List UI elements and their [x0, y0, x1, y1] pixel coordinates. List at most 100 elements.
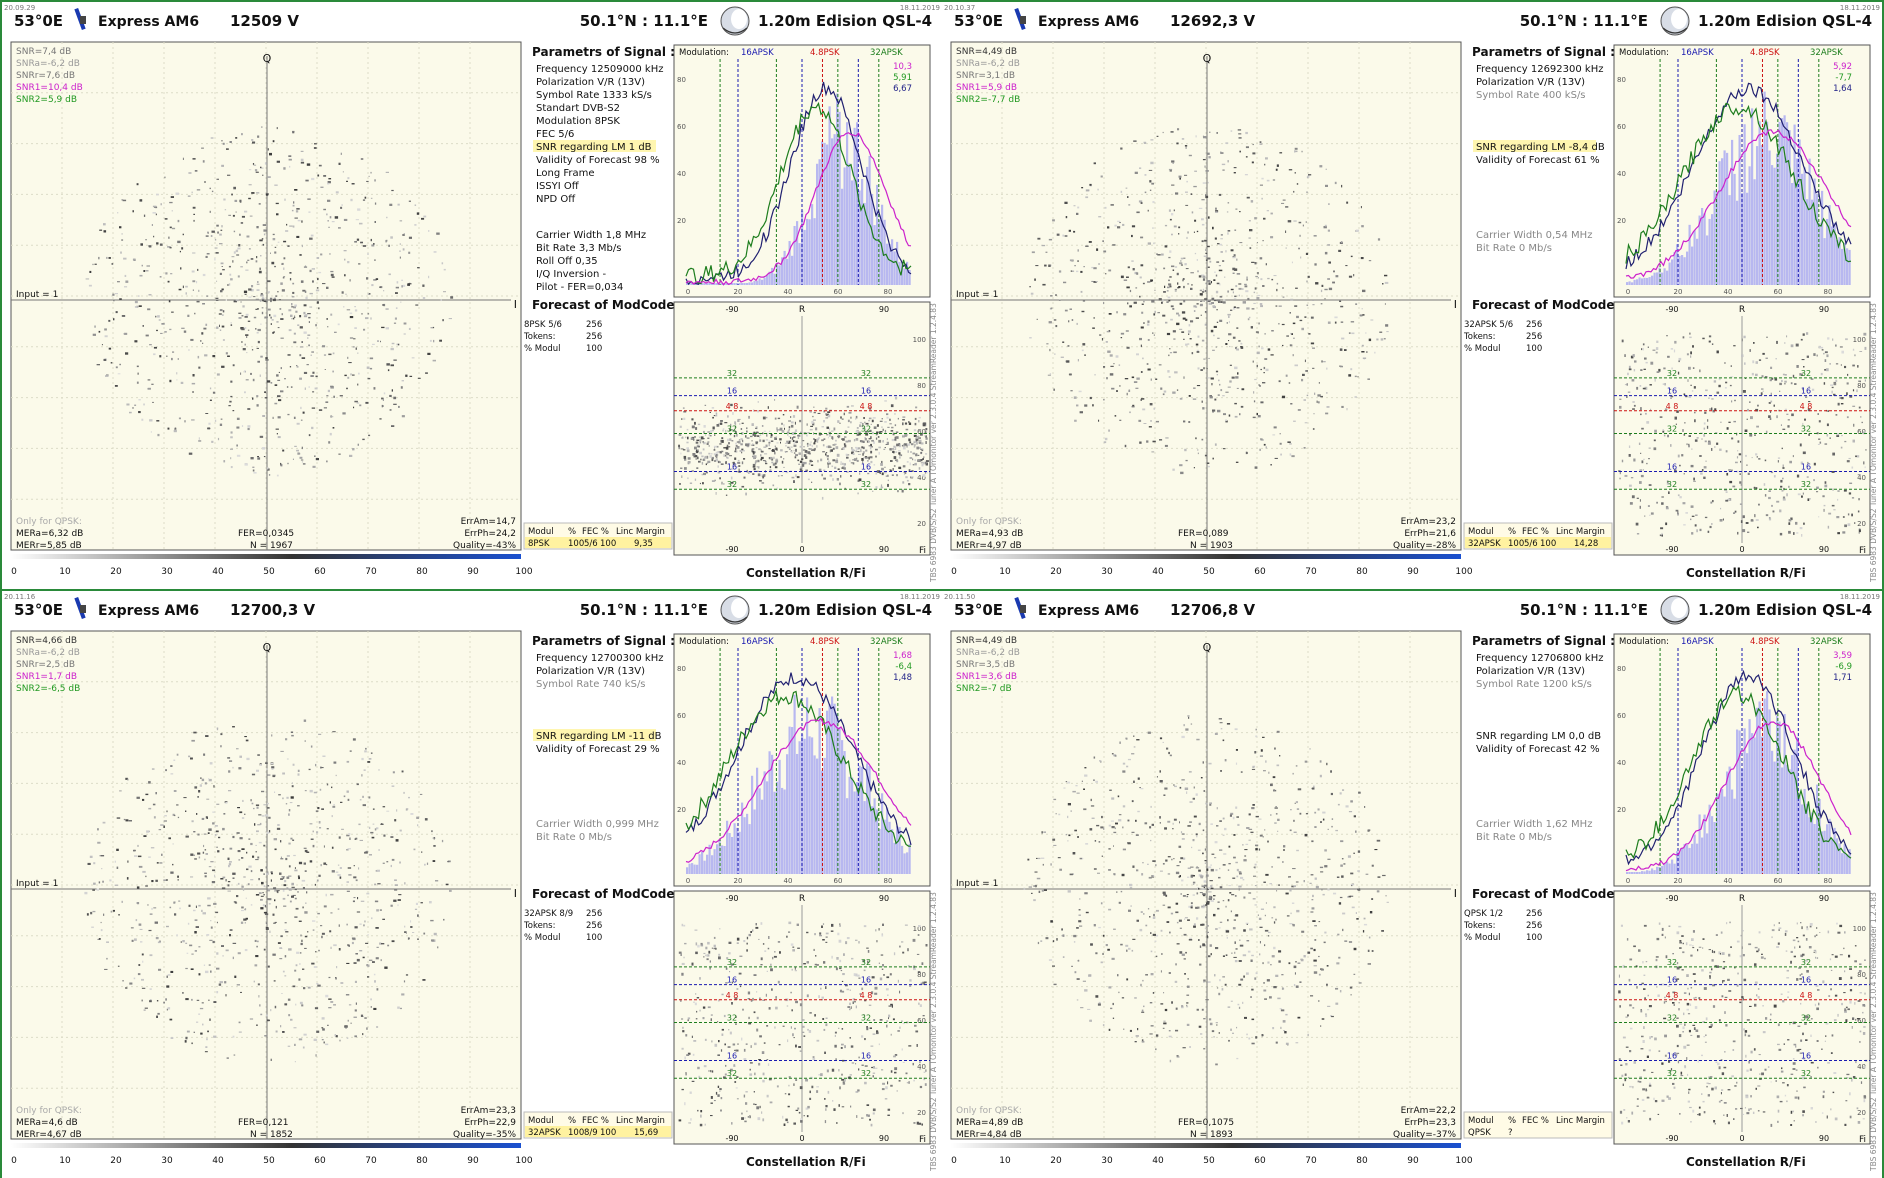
rfi-point	[1793, 532, 1795, 535]
constellation-point	[367, 252, 369, 255]
rfi-point	[751, 440, 753, 442]
constellation-point	[354, 926, 358, 929]
constellation-point	[1280, 453, 1282, 456]
histogram-bar	[906, 261, 909, 285]
constellation-point	[304, 790, 307, 792]
constellation-point	[1261, 347, 1264, 350]
constellation-point	[1076, 270, 1079, 273]
constellation-point	[257, 360, 260, 363]
constellation-point	[1303, 447, 1306, 449]
constellation-point	[321, 932, 325, 935]
rfi-point	[1628, 454, 1631, 457]
constellation-point	[1069, 259, 1073, 262]
constellation-point	[256, 332, 259, 334]
constellation-point	[194, 858, 197, 860]
mer-a-value: MERa=6,32 dB	[16, 529, 83, 539]
rfi-point	[1804, 418, 1806, 421]
histogram-bar	[1793, 124, 1796, 285]
rfi-point	[1788, 530, 1791, 534]
histogram-bar	[808, 736, 811, 874]
constellation-point	[292, 894, 296, 896]
rfi-point	[1818, 345, 1821, 349]
constellation-point	[220, 745, 222, 748]
histogram-bar	[763, 771, 766, 874]
rfi-point	[1817, 413, 1819, 415]
constellation-point	[129, 411, 132, 414]
constellation-point	[302, 411, 305, 414]
histogram-bar	[843, 751, 846, 874]
constellation-point	[354, 1035, 357, 1038]
constellation-point	[1200, 300, 1203, 302]
rfi-point	[735, 433, 738, 437]
constellation-point	[377, 883, 381, 885]
constellation-point	[255, 844, 257, 846]
rfi-y-label: 40	[1857, 474, 1866, 482]
constellation-point	[221, 325, 225, 328]
constellation-point	[1259, 141, 1262, 143]
constellation-point	[199, 1007, 204, 1010]
constellation-point	[227, 884, 230, 887]
constellation-point	[1196, 385, 1201, 387]
constellation-point	[1357, 376, 1359, 378]
constellation-point	[1046, 343, 1049, 345]
constellation-point	[1292, 322, 1296, 325]
constellation-point	[1188, 154, 1192, 157]
constellation-point	[1259, 184, 1263, 186]
constellation-point	[1246, 196, 1250, 199]
constellation-point	[388, 244, 390, 247]
constellation-point	[84, 891, 88, 895]
constellation-point	[1178, 226, 1181, 229]
rfi-point	[1856, 389, 1858, 393]
constellation-point	[1089, 183, 1092, 186]
constellation-point	[164, 815, 167, 817]
rfi-point	[790, 450, 793, 452]
table-header: Linc Margin	[616, 527, 665, 537]
constellation-point	[374, 900, 379, 903]
constellation-point	[370, 171, 372, 174]
constellation-point	[223, 198, 226, 201]
constellation-point	[218, 313, 222, 315]
rfi-x-label: -90	[725, 894, 738, 903]
rfi-point	[913, 440, 915, 443]
constellation-point	[1156, 135, 1159, 137]
constellation-point	[401, 993, 405, 996]
rfi-point	[699, 1009, 701, 1012]
constellation-point	[315, 763, 317, 767]
rfi-point	[865, 449, 868, 452]
constellation-point	[1297, 409, 1301, 411]
constellation-points	[84, 719, 452, 1063]
table-row-bg	[1465, 537, 1611, 548]
rfi-point	[1765, 430, 1768, 434]
rfi-point	[1846, 382, 1849, 385]
constellation-point	[1122, 223, 1125, 226]
constellation-point	[96, 364, 100, 366]
histogram-bar	[818, 708, 821, 874]
constellation-point	[357, 383, 359, 386]
constellation-point	[1256, 413, 1258, 416]
rfi-point	[1844, 440, 1847, 443]
table-cell: 100	[1540, 539, 1556, 549]
constellation-point	[263, 229, 267, 232]
rfi-point	[827, 458, 829, 461]
rfi-point	[812, 419, 816, 421]
constellation-point	[1377, 238, 1381, 241]
constellation-point	[157, 433, 160, 437]
constellation-point	[274, 791, 276, 793]
rfi-point	[879, 471, 881, 474]
constellation-point	[283, 240, 287, 243]
rfi-point	[1790, 517, 1793, 521]
constellation-point	[274, 848, 277, 851]
constellation-point	[1156, 253, 1158, 255]
constellation-point	[404, 931, 407, 933]
rfi-point	[1687, 379, 1689, 382]
histogram-bar	[701, 283, 704, 285]
constellation-point	[368, 434, 371, 437]
constellation-point	[277, 942, 281, 944]
constellation-point	[1249, 247, 1252, 249]
constellation-point	[287, 894, 289, 897]
constellation-point	[1188, 395, 1191, 397]
constellation-point	[229, 400, 232, 403]
constellation-point	[220, 262, 224, 265]
signal-param: Polarization V/R (13V)	[536, 77, 645, 88]
constellation-point	[1081, 349, 1084, 352]
